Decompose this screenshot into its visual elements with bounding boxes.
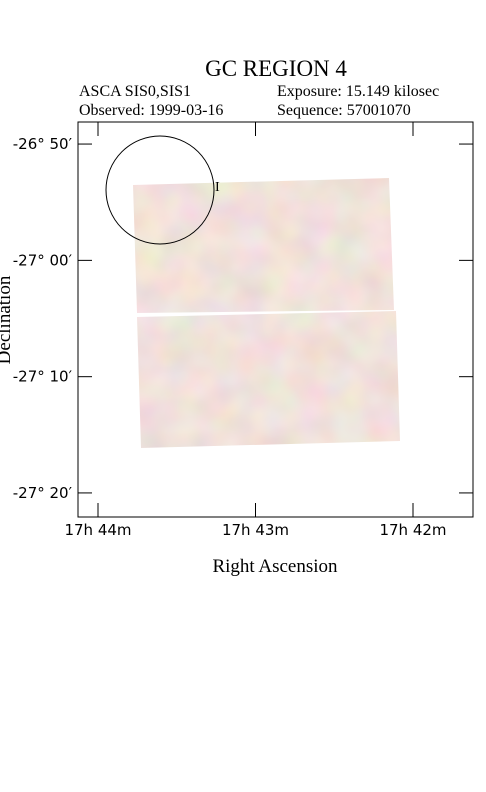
x-tick-label: 17h 42m [379,521,446,539]
info: Sequence: 57001070 [277,102,411,119]
info: Exposure: 15.149 kilosec [277,83,439,100]
x-tick-label: 17h 43m [222,521,289,539]
y-tick-label: -27° 00′ [13,251,73,269]
y-axis-label: Declination [0,275,15,364]
x-axis-label: Right Ascension [212,556,338,577]
x-tick-label: 17h 44m [64,521,131,539]
image [133,178,400,448]
chart-title: GC REGION 4 [205,56,347,81]
image-strip [133,178,394,313]
info: ASCA SIS0,SIS1 [79,83,191,100]
frame [77,121,474,518]
region-label: I [215,180,220,195]
y-tick-label: -27° 10′ [13,368,73,386]
image-strip [137,311,400,448]
source-region [105,135,215,245]
info: Observed: 1999-03-16 [79,102,223,119]
y-tick-label: -27° 20′ [13,484,73,502]
y-tick-label: -26° 50′ [13,135,73,153]
